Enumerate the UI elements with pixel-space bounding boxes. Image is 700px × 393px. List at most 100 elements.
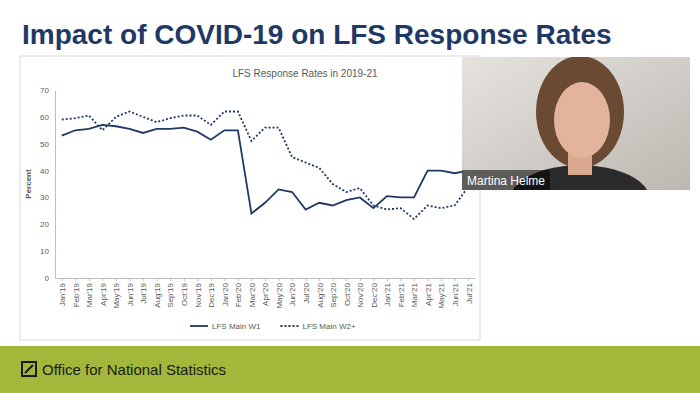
- legend-item: LFS Main W1: [190, 322, 261, 331]
- presenter-name-background: [462, 170, 550, 190]
- x-tick: Jul'20: [302, 278, 311, 304]
- x-tick: Jan'19: [58, 278, 67, 306]
- x-tick-label: Feb'20: [234, 282, 243, 307]
- x-tick-mark: [455, 278, 456, 281]
- x-tick: Apr'19: [99, 278, 108, 306]
- person-hair: [536, 57, 624, 168]
- x-tick-label: Jan'20: [221, 282, 230, 306]
- x-tick-mark: [102, 278, 103, 281]
- x-tick: Jul'21: [465, 278, 474, 304]
- legend-swatch: [190, 325, 208, 327]
- x-tick: Jun'19: [126, 278, 135, 306]
- x-tick-mark: [211, 278, 212, 281]
- x-tick: Feb'19: [72, 278, 81, 307]
- x-tick-label: Jul'20: [302, 282, 311, 303]
- footer-logo: Office for National Statistics: [22, 361, 226, 378]
- x-tick-label: Oct'19: [180, 282, 189, 305]
- x-axis: Jan'19 Feb'19 Mar'19 Apr'19 May'19 Jun'19 Jul'…: [56, 278, 476, 309]
- x-tick: Aug'20: [315, 278, 324, 308]
- x-tick-label: Dec'19: [207, 282, 216, 307]
- x-tick-label: Mar'21: [410, 282, 419, 307]
- x-tick-label: Dec'20: [370, 282, 379, 307]
- x-tick-mark: [157, 278, 158, 281]
- x-tick: Dec'19: [207, 278, 216, 308]
- x-tick-mark: [333, 278, 334, 281]
- y-tick-label: 70: [40, 86, 49, 95]
- y-tick: 60: [40, 113, 55, 122]
- logo-icon: [22, 362, 36, 376]
- x-tick-label: May'19: [112, 282, 121, 308]
- x-tick-mark: [306, 278, 307, 281]
- x-tick-label: Apr'20: [261, 282, 270, 305]
- x-tick: May'20: [275, 278, 284, 309]
- x-tick-mark: [170, 278, 171, 281]
- x-tick: Nov'19: [194, 278, 203, 308]
- y-tick: 10: [40, 247, 55, 256]
- x-tick-mark: [251, 278, 252, 281]
- legend-item: LFS Main W2+: [280, 322, 355, 331]
- y-tick-label: 0: [45, 274, 50, 283]
- y-tick-label: 40: [40, 167, 49, 176]
- x-tick-mark: [428, 278, 429, 281]
- x-tick: Nov'20: [356, 278, 365, 308]
- x-tick: Dec'20: [370, 278, 379, 308]
- x-tick: Mar'20: [248, 278, 257, 307]
- x-tick-mark: [279, 278, 280, 281]
- x-tick: Apr'21: [424, 278, 433, 306]
- x-tick-mark: [387, 278, 388, 281]
- x-tick-mark: [265, 278, 266, 281]
- x-tick: Feb'20: [234, 278, 243, 307]
- x-tick-mark: [292, 278, 293, 281]
- x-tick-mark: [184, 278, 185, 281]
- y-tick: 20: [40, 220, 55, 229]
- y-tick: 50: [40, 140, 55, 149]
- lines: [62, 111, 468, 218]
- x-tick-mark: [373, 278, 374, 281]
- x-tick-mark: [400, 278, 401, 281]
- x-tick: Mar'19: [85, 278, 94, 307]
- x-tick-mark: [238, 278, 239, 281]
- x-tick-label: Jul'19: [139, 282, 148, 303]
- x-tick-label: Aug'19: [153, 282, 162, 307]
- slide-title: Impact of COVID-19 on LFS Response Rates: [22, 19, 612, 50]
- x-tick-label: Oct'20: [343, 282, 352, 305]
- x-tick: Oct'20: [343, 278, 352, 306]
- presenter-name: Martina Helme: [467, 174, 545, 188]
- x-tick: Aug'19: [153, 278, 162, 308]
- x-tick-mark: [130, 278, 131, 281]
- y-tick-label: 20: [40, 220, 49, 229]
- background: [0, 0, 700, 393]
- x-tick-mark: [89, 278, 90, 281]
- webcam: Martina Helme: [462, 56, 690, 235]
- x-tick-label: Feb'21: [397, 282, 406, 307]
- x-tick: Jan'21: [383, 278, 392, 306]
- footer-band: [0, 346, 700, 393]
- x-tick: Mar'21: [410, 278, 419, 307]
- y-tick-label: 10: [40, 247, 49, 256]
- y-tick-label: 50: [40, 140, 49, 149]
- x-tick: Oct'19: [180, 278, 189, 306]
- x-tick: Jul'19: [139, 278, 148, 304]
- x-tick: Sep'19: [166, 278, 175, 308]
- x-tick-mark: [319, 278, 320, 281]
- series-line: [62, 111, 468, 218]
- series-line: [62, 125, 468, 214]
- x-tick-mark: [468, 278, 469, 281]
- legend-label: LFS Main W2+: [302, 322, 355, 331]
- x-tick-label: Nov'19: [194, 282, 203, 307]
- slide: Impact of COVID-19 on LFS Response Rates…: [0, 0, 700, 393]
- x-tick-mark: [62, 278, 63, 281]
- x-tick: Jan'20: [221, 278, 230, 306]
- x-tick: Apr'20: [261, 278, 270, 306]
- x-tick-label: Jun'20: [288, 282, 297, 306]
- y-tick: 70: [40, 86, 55, 95]
- person-face: [554, 82, 610, 158]
- legend-swatch: [280, 325, 298, 327]
- x-tick: Jun'20: [288, 278, 297, 306]
- x-tick-label: Apr'21: [424, 282, 433, 305]
- x-tick-label: Jan'21: [383, 282, 392, 306]
- y-tick-label: 60: [40, 113, 49, 122]
- x-tick-mark: [197, 278, 198, 281]
- x-tick-mark: [116, 278, 117, 281]
- chart-frame: [20, 56, 480, 340]
